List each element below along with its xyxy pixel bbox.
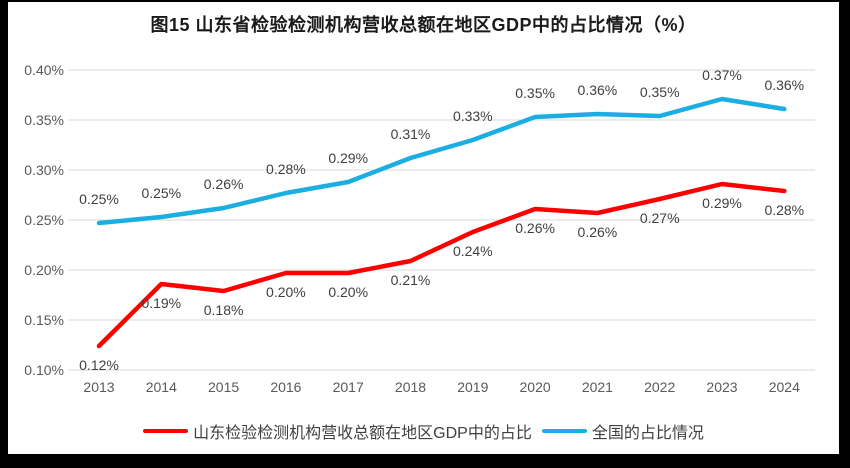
x-axis-tick-label: 2015 — [208, 379, 239, 395]
data-label-shandong: 0.19% — [141, 295, 181, 311]
x-axis-tick-label: 2024 — [769, 379, 800, 395]
y-axis-tick-label: 0.35% — [24, 112, 64, 128]
y-axis-tick-label: 0.40% — [24, 62, 64, 78]
data-label-national: 0.25% — [141, 185, 181, 201]
legend-swatch-national — [541, 428, 587, 434]
x-axis-tick-label: 2021 — [582, 379, 613, 395]
x-axis-tick-label: 2017 — [333, 379, 364, 395]
data-label-national: 0.25% — [79, 191, 119, 207]
data-label-shandong: 0.20% — [266, 284, 306, 300]
legend-swatch-shandong — [143, 428, 189, 434]
y-axis-tick-label: 0.15% — [24, 312, 64, 328]
chart-legend: 山东检验检测机构营收总额在地区GDP中的占比 全国的占比情况 — [8, 419, 839, 443]
data-label-shandong: 0.28% — [764, 202, 804, 218]
x-axis-tick-label: 2022 — [644, 379, 675, 395]
data-label-national: 0.28% — [266, 161, 306, 177]
data-label-national: 0.26% — [204, 176, 244, 192]
x-axis-tick-label: 2014 — [146, 379, 177, 395]
plot-area: 0.40% 0.35% 0.30% 0.25% 0.20% 0.15% 0.10% 2013 2… — [24, 62, 815, 395]
data-label-shandong: 0.24% — [453, 243, 493, 259]
data-label-shandong: 0.18% — [204, 302, 244, 318]
data-label-shandong: 0.27% — [640, 210, 680, 226]
data-label-national: 0.35% — [515, 85, 555, 101]
series-line-national — [96, 96, 787, 226]
data-label-shandong: 0.26% — [515, 220, 555, 236]
data-label-shandong: 0.26% — [578, 224, 618, 240]
x-axis-tick-label: 2020 — [520, 379, 551, 395]
legend-label-national: 全国的占比情况 — [591, 425, 704, 442]
chart-title: 图15 山东省检验检测机构营收总额在地区GDP中的占比情况（%） — [150, 15, 697, 35]
data-label-national: 0.36% — [764, 77, 804, 93]
data-label-national: 0.33% — [453, 108, 493, 124]
legend-label-shandong: 山东检验检测机构营收总额在地区GDP中的占比 — [193, 425, 532, 442]
y-axis-tick-label: 0.10% — [24, 362, 64, 378]
y-axis-tick-label: 0.20% — [24, 262, 64, 278]
chart-canvas: 图15 山东省检验检测机构营收总额在地区GDP中的占比情况（%） 0.40% 0.… — [8, 2, 839, 454]
data-label-national: 0.31% — [391, 126, 431, 142]
legend-item-shandong: 山东检验检测机构营收总额在地区GDP中的占比 — [143, 419, 532, 443]
x-axis-tick-label: 2018 — [395, 379, 426, 395]
data-label-national: 0.36% — [578, 82, 618, 98]
series-line-shandong — [96, 181, 787, 349]
data-label-shandong: 0.20% — [328, 284, 368, 300]
data-label-shandong: 0.29% — [702, 195, 742, 211]
data-label-national: 0.35% — [640, 84, 680, 100]
data-label-national: 0.37% — [702, 67, 742, 83]
data-label-shandong: 0.12% — [79, 357, 119, 373]
x-axis-tick-label: 2016 — [270, 379, 301, 395]
data-label-shandong: 0.21% — [391, 272, 431, 288]
y-axis-tick-label: 0.25% — [24, 212, 64, 228]
x-axis-tick-label: 2023 — [706, 379, 737, 395]
data-label-national: 0.29% — [328, 150, 368, 166]
x-axis-tick-label: 2019 — [457, 379, 488, 395]
legend-item-national: 全国的占比情况 — [541, 419, 704, 443]
x-axis-tick-label: 2013 — [83, 379, 114, 395]
y-axis-tick-label: 0.30% — [24, 162, 64, 178]
